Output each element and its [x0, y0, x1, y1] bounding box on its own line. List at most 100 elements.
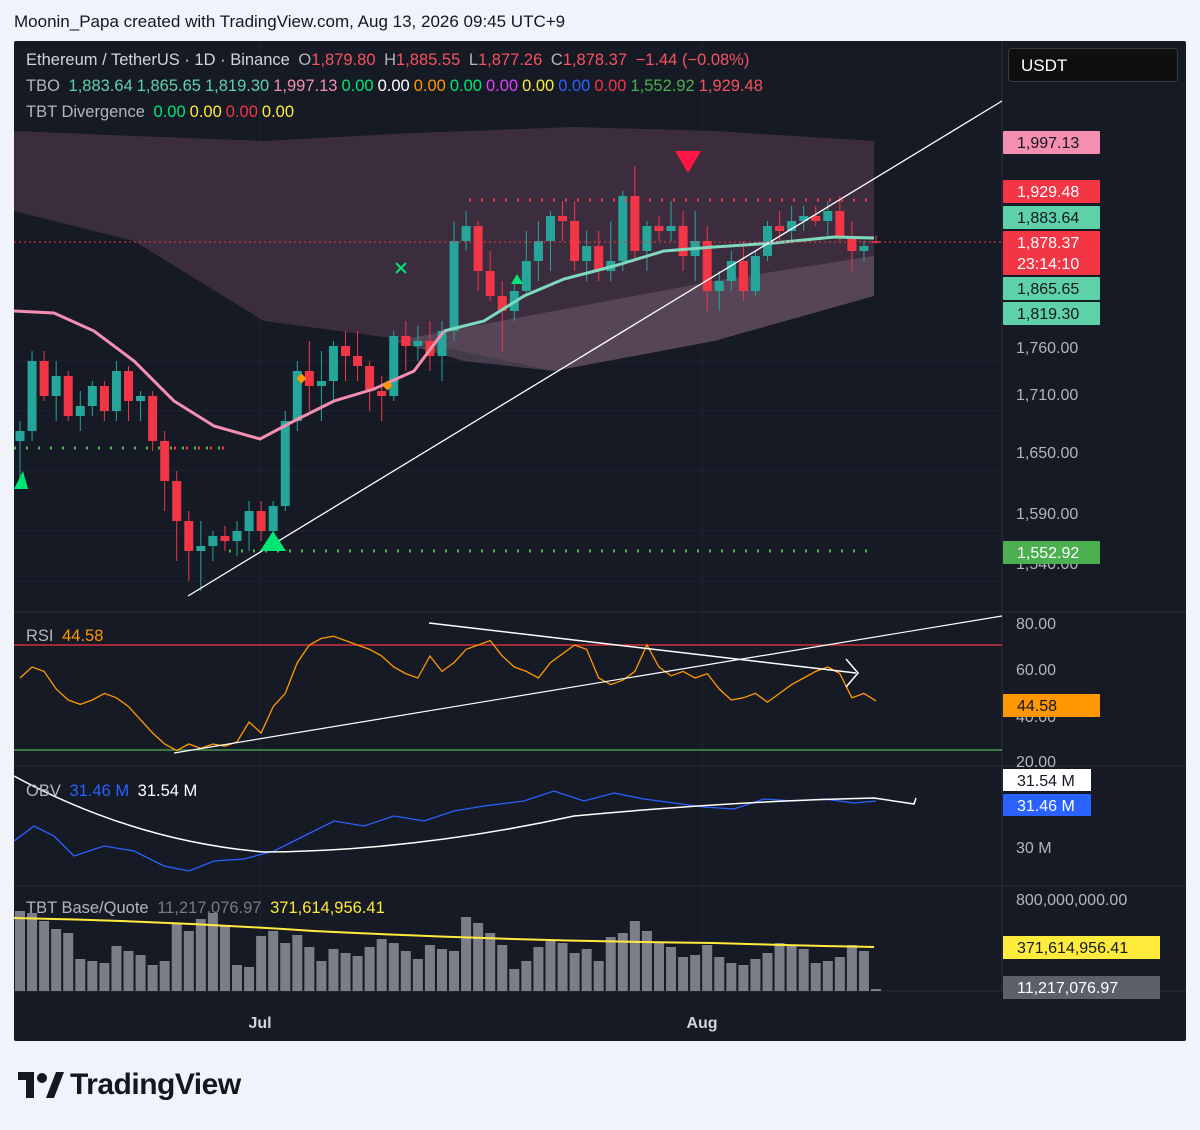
- candle-body: [184, 521, 194, 551]
- candle-body: [558, 216, 568, 221]
- candle-body: [292, 371, 302, 421]
- volume-bar: [702, 945, 713, 991]
- candle-body: [172, 481, 182, 521]
- volume-value-1: 11,217,076.97: [157, 899, 262, 917]
- candle-body: [148, 396, 158, 441]
- divergence-values: 0.00 0.00 0.00 0.00: [154, 103, 299, 121]
- small-up-icon: [511, 274, 523, 284]
- currency-button[interactable]: USDT: [1008, 48, 1178, 82]
- diamond-icon: [382, 380, 393, 391]
- candle-body: [75, 406, 85, 416]
- buy-signal-icon: [260, 531, 286, 551]
- candle-body: [208, 536, 218, 546]
- rsi-tick: 60.00: [1016, 662, 1056, 679]
- overlays: [14, 100, 1003, 597]
- volume-bar: [605, 937, 616, 991]
- tbo-value-0: 1,883.64: [68, 77, 133, 95]
- volume-bar: [147, 965, 158, 991]
- volume-bar: [473, 923, 484, 991]
- low-label: L: [468, 51, 479, 69]
- volume-bar: [485, 933, 496, 991]
- volume-bar: [412, 959, 423, 991]
- candle-body: [642, 226, 652, 251]
- volume-bar: [292, 935, 303, 991]
- legend-tbo: TBO 1,883.64 1,865.65 1,819.30 1,997.13 0.00…: [26, 77, 771, 96]
- divergence-value-0: 0.00: [153, 103, 186, 121]
- axes: 1,760.001,710.001,650.001,590.001,540.00…: [248, 131, 1100, 1032]
- candle-body: [594, 246, 604, 271]
- legend-ohlc: Ethereum / TetherUS · 1D · Binance O1,87…: [26, 51, 753, 70]
- tbo-fast-line: [14, 309, 446, 441]
- volume-bar: [726, 963, 737, 991]
- volume-bar: [774, 943, 785, 991]
- tradingview-wordmark: TradingView: [70, 1068, 241, 1101]
- volume-tag: [1003, 936, 1160, 959]
- symbol-label: Ethereum / TetherUS · 1D · Binance: [26, 51, 290, 69]
- candle-body: [124, 371, 134, 401]
- candle-body: [714, 281, 724, 291]
- price-tag: [1003, 231, 1100, 254]
- price-tag-text: 1,865.65: [1017, 281, 1079, 298]
- candle-body: [365, 366, 375, 391]
- volume-bar: [75, 959, 86, 991]
- tradingview-logo: TradingView: [18, 1068, 241, 1102]
- tbo-value-8: 0.00: [485, 77, 519, 95]
- high-label: H: [384, 51, 397, 69]
- volume-bar: [810, 963, 821, 991]
- divergence-value-2: 0.00: [225, 103, 258, 121]
- rsi-value: 44.58: [62, 627, 104, 645]
- volume-bar: [99, 963, 110, 991]
- candle-body: [256, 511, 266, 531]
- candle-body: [545, 216, 555, 241]
- tbo-slow-line: [443, 235, 875, 333]
- chart-frame[interactable]: 80.00 60.00 40.00 20.00 44.58 30 M 31.54 M 31.…: [14, 41, 1186, 1041]
- candle-body: [437, 331, 447, 356]
- candle-body: [27, 361, 37, 431]
- volume-tick: 800,000,000.00: [1016, 892, 1127, 909]
- candle-body: [232, 531, 242, 541]
- volume-value-2: 371,614,956.41: [270, 899, 385, 917]
- candle-body: [823, 211, 833, 221]
- candle-body: [618, 196, 628, 261]
- volume-bar: [15, 911, 25, 991]
- candle-body: [377, 391, 387, 396]
- volume-bar: [557, 943, 568, 991]
- divergence-value-3: 0.00: [261, 103, 295, 121]
- tbo-value-6: 0.00: [413, 77, 446, 95]
- volume-bar: [316, 961, 327, 991]
- rsi-tick: 20.00: [1016, 754, 1056, 771]
- volume-tag-text: 11,217,076.97: [1017, 980, 1118, 997]
- candle-body: [461, 226, 471, 241]
- volume-bar: [738, 965, 749, 991]
- candle-body: [835, 211, 845, 236]
- candle-body: [738, 261, 748, 291]
- open-value: 1,879.80: [311, 51, 376, 69]
- volume-ma-line: [14, 917, 875, 948]
- candle-body: [244, 511, 254, 531]
- candle-body: [726, 261, 736, 281]
- volume-bar: [183, 931, 194, 991]
- price-tag: [1003, 277, 1100, 300]
- tbo-value-3: 1,997.13: [273, 77, 338, 95]
- tbo-value-2: 1,819.30: [204, 77, 270, 95]
- obv-tag: [1003, 794, 1091, 816]
- obv-tag-text: 31.46 M: [1017, 798, 1075, 815]
- tbo-value-4: 0.00: [341, 77, 374, 95]
- sell-signal-icon: [675, 151, 701, 173]
- price-tick: 1,590.00: [1016, 506, 1078, 523]
- candle-body: [533, 241, 543, 261]
- candle-body: [160, 441, 170, 481]
- volume-bar: [449, 951, 460, 991]
- volume-bar: [581, 949, 592, 991]
- volume-bar: [666, 947, 677, 991]
- price-tag: [1003, 302, 1100, 325]
- volume-bar: [280, 943, 291, 991]
- volume-bar: [822, 961, 833, 991]
- tbo-value-13: 1,929.48: [698, 77, 763, 95]
- volume-bar: [678, 957, 689, 991]
- volume-bar: [641, 931, 652, 991]
- candle-body: [341, 346, 351, 356]
- tbo-values: 1,883.64 1,865.65 1,819.30 1,997.13 0.00 0.00…: [69, 77, 767, 95]
